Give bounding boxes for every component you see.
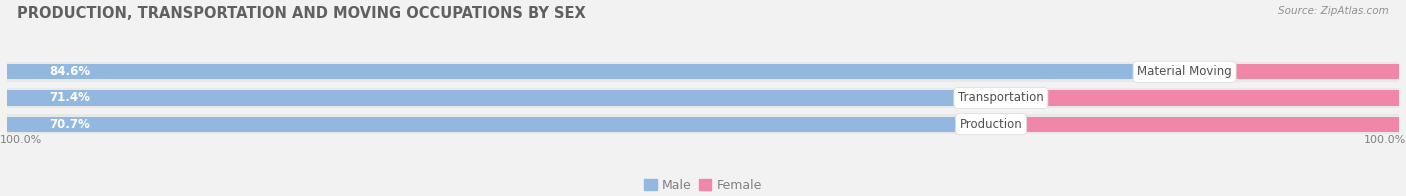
Text: Material Moving: Material Moving — [1137, 65, 1232, 78]
Text: 70.7%: 70.7% — [49, 118, 90, 131]
Bar — [7, 62, 1399, 82]
Bar — [991, 117, 1399, 132]
Text: 100.0%: 100.0% — [0, 135, 42, 145]
Bar — [7, 90, 1001, 106]
Bar — [7, 64, 1185, 79]
Text: Transportation: Transportation — [957, 92, 1043, 104]
Bar — [1185, 64, 1399, 79]
Text: 100.0%: 100.0% — [1364, 135, 1406, 145]
Text: 84.6%: 84.6% — [49, 65, 90, 78]
Text: 71.4%: 71.4% — [49, 92, 90, 104]
Bar — [1001, 90, 1399, 106]
Text: Production: Production — [960, 118, 1022, 131]
Legend: Male, Female: Male, Female — [640, 174, 766, 196]
Bar — [7, 117, 991, 132]
Bar — [7, 88, 1399, 108]
Bar — [7, 114, 1399, 134]
Text: PRODUCTION, TRANSPORTATION AND MOVING OCCUPATIONS BY SEX: PRODUCTION, TRANSPORTATION AND MOVING OC… — [17, 6, 586, 21]
Text: Source: ZipAtlas.com: Source: ZipAtlas.com — [1278, 6, 1389, 16]
